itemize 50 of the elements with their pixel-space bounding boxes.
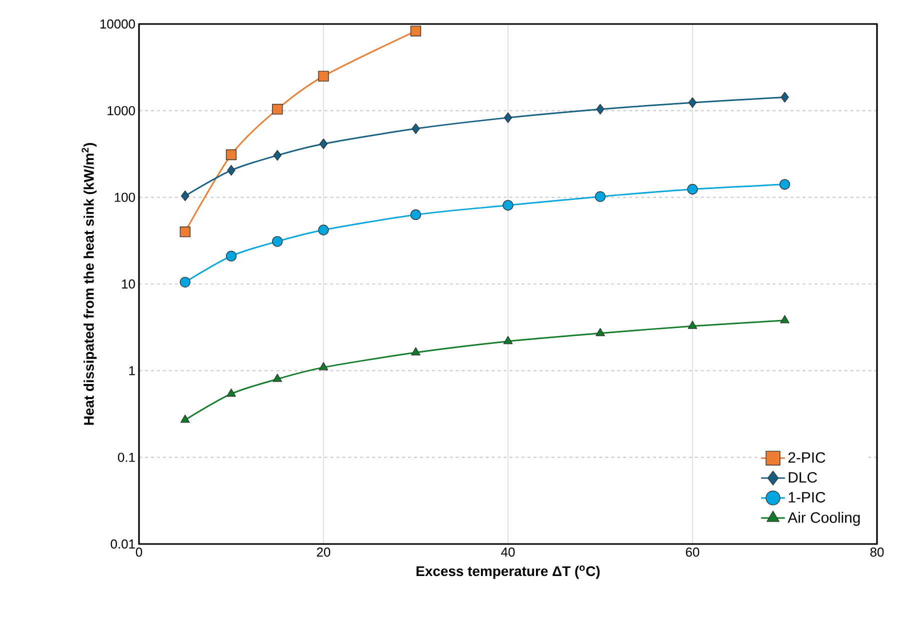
x-tick-label: 60 bbox=[686, 548, 700, 557]
legend-label: DLC bbox=[788, 472, 817, 483]
x-tick-label: 40 bbox=[501, 548, 515, 557]
x-tick-label: 0 bbox=[136, 548, 142, 557]
x-tick-label: 20 bbox=[316, 548, 330, 557]
point bbox=[779, 179, 790, 190]
point bbox=[780, 92, 789, 103]
point bbox=[272, 374, 282, 382]
y-tick-label: 0.1 bbox=[118, 452, 135, 462]
y-tick-label: 1000 bbox=[108, 106, 135, 116]
point bbox=[410, 26, 422, 36]
point bbox=[411, 347, 420, 356]
point bbox=[273, 150, 282, 161]
point bbox=[319, 138, 328, 150]
point bbox=[227, 164, 236, 176]
point bbox=[412, 123, 420, 134]
point bbox=[318, 362, 328, 370]
point bbox=[272, 236, 283, 247]
y-tick-label: 100 bbox=[114, 192, 135, 202]
legend-label: Air Cooling bbox=[788, 512, 860, 526]
point bbox=[410, 209, 422, 220]
point bbox=[687, 184, 698, 195]
point bbox=[780, 315, 790, 324]
y-tick-label: 10 bbox=[122, 279, 135, 289]
point bbox=[272, 104, 283, 115]
legend-label: 1-PIC bbox=[788, 492, 826, 503]
point bbox=[688, 97, 697, 108]
legend-label: 2-PIC bbox=[788, 452, 826, 463]
point bbox=[596, 104, 604, 115]
point bbox=[318, 70, 329, 82]
point bbox=[596, 328, 605, 336]
y-tick-label: 0.01 bbox=[110, 539, 135, 549]
point bbox=[226, 149, 237, 160]
point bbox=[226, 388, 236, 397]
x-axis-title: Excess temperature ΔT ($^{o}$C) bbox=[416, 566, 600, 579]
point bbox=[502, 200, 514, 211]
point bbox=[180, 414, 190, 423]
x-tick-label: 80 bbox=[870, 548, 884, 557]
point bbox=[594, 191, 606, 202]
y-tick-label: 1 bbox=[129, 366, 135, 376]
point bbox=[318, 224, 329, 236]
point bbox=[504, 112, 512, 124]
point bbox=[503, 336, 513, 344]
point bbox=[180, 226, 190, 238]
point bbox=[180, 276, 190, 288]
point bbox=[226, 250, 237, 262]
y-tick-label: 10000 bbox=[100, 19, 135, 29]
point bbox=[688, 320, 698, 329]
point bbox=[181, 190, 190, 202]
y-axis-title: Heat dissipated from the heat sink (kW/m$^{2}$) bbox=[82, 143, 97, 425]
